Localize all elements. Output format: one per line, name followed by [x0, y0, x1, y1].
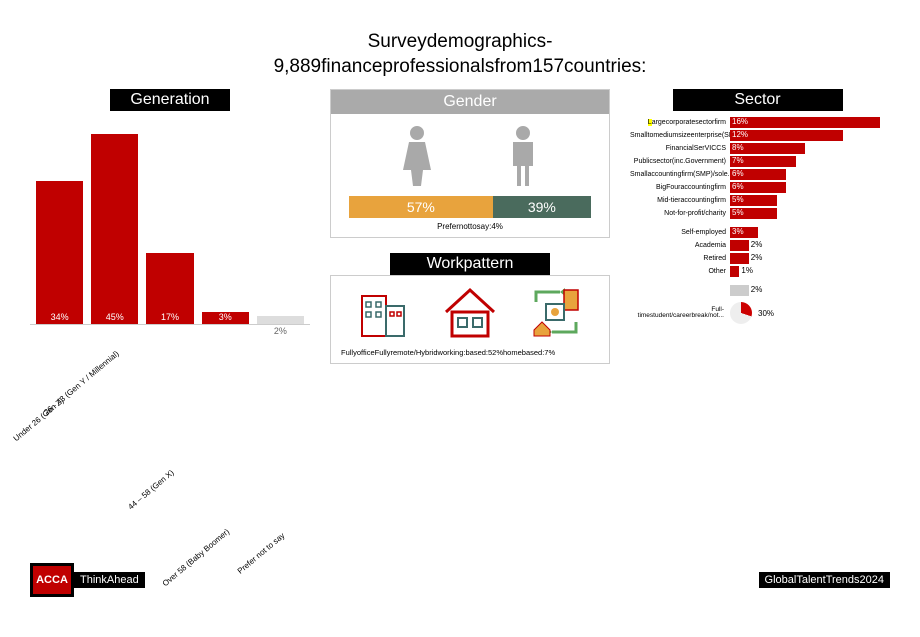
- generation-panel: Generation 34%Under 26 (Gen Z)45%26 - 43…: [30, 89, 310, 395]
- workpattern-header: Workpattern: [390, 253, 550, 275]
- title-line-2: 9,889financeprofessionalsfrom157countrie…: [0, 55, 920, 80]
- generation-bar: 3%Over 58 (Baby Boomer): [202, 312, 249, 325]
- male-icon: [501, 124, 545, 188]
- gender-note: Prefernottosay:4%: [349, 222, 591, 231]
- gender-bar-female: 57%: [349, 196, 493, 218]
- acca-badge: ACCA ThinkAhead: [30, 563, 145, 597]
- generation-bar: 45%26 - 43 (Gen Y / Millennial): [91, 134, 138, 324]
- sector-row: 2%: [630, 285, 885, 296]
- hybrid-icon: [526, 282, 586, 342]
- sector-row: Not-for-profit/charity5%: [630, 208, 885, 219]
- gender-panel: Gender 57% 39% Prefernottosay:4%: [330, 89, 610, 238]
- sector-row: Largecorporatesectorfirm16%: [630, 117, 885, 128]
- generation-bar: 2%Prefer not to say: [257, 316, 304, 324]
- sector-chart: Largecorporatesectorfirm16% Smalltomedium…: [630, 117, 885, 324]
- office-icon: [354, 282, 414, 342]
- home-icon: [440, 282, 500, 342]
- title-line-1: Surveydemographics-: [0, 30, 920, 55]
- gender-bar-male: 39%: [493, 196, 591, 218]
- sector-row: Self-employed3%: [630, 227, 885, 238]
- sector-row: Smalltomediumsizeenterprise(SME)12%: [630, 130, 885, 141]
- sector-row: Mid-tieraccountingfirm5%: [630, 195, 885, 206]
- footer-right: GlobalTalentTrends2024: [759, 572, 890, 588]
- sector-row: Other1%: [630, 266, 885, 277]
- workpattern-panel: Workpattern: [330, 253, 610, 364]
- sector-panel: Sector Largecorporatesectorfirm16% Smallt…: [630, 89, 885, 395]
- acca-logo: ACCA: [30, 563, 74, 597]
- sector-row: Academia2%: [630, 240, 885, 251]
- sector-summary: Full-timestudent/careerbreak/not...30%: [630, 302, 885, 324]
- workpattern-note: FullyofficeFullyremote/Hybridworking:bas…: [341, 348, 599, 357]
- sector-row: Publicsector(inc.Government)7%: [630, 156, 885, 167]
- gender-header: Gender: [331, 90, 609, 114]
- page-title: Surveydemographics- 9,889financeprofessi…: [0, 30, 920, 79]
- gender-bars: 57% 39%: [349, 196, 591, 218]
- sector-row: Retired2%: [630, 253, 885, 264]
- footer-tagline: ThinkAhead: [74, 572, 145, 588]
- sector-row: Smallaccountingfirm(SMP)/sole...6%: [630, 169, 885, 180]
- generation-chart: 34%Under 26 (Gen Z)45%26 - 43 (Gen Y / M…: [30, 115, 310, 395]
- sector-row: BigFouraccountingfirm6%: [630, 182, 885, 193]
- sector-row: FinancialSerVICCS8%: [630, 143, 885, 154]
- female-icon: [395, 124, 439, 188]
- footer: ACCA ThinkAhead GlobalTalentTrends2024: [30, 563, 890, 597]
- generation-bar: 17%44 – 58 (Gen X): [146, 253, 193, 325]
- generation-header: Generation: [110, 89, 230, 111]
- generation-bar: 34%Under 26 (Gen Z): [36, 181, 83, 325]
- sector-header: Sector: [673, 89, 843, 111]
